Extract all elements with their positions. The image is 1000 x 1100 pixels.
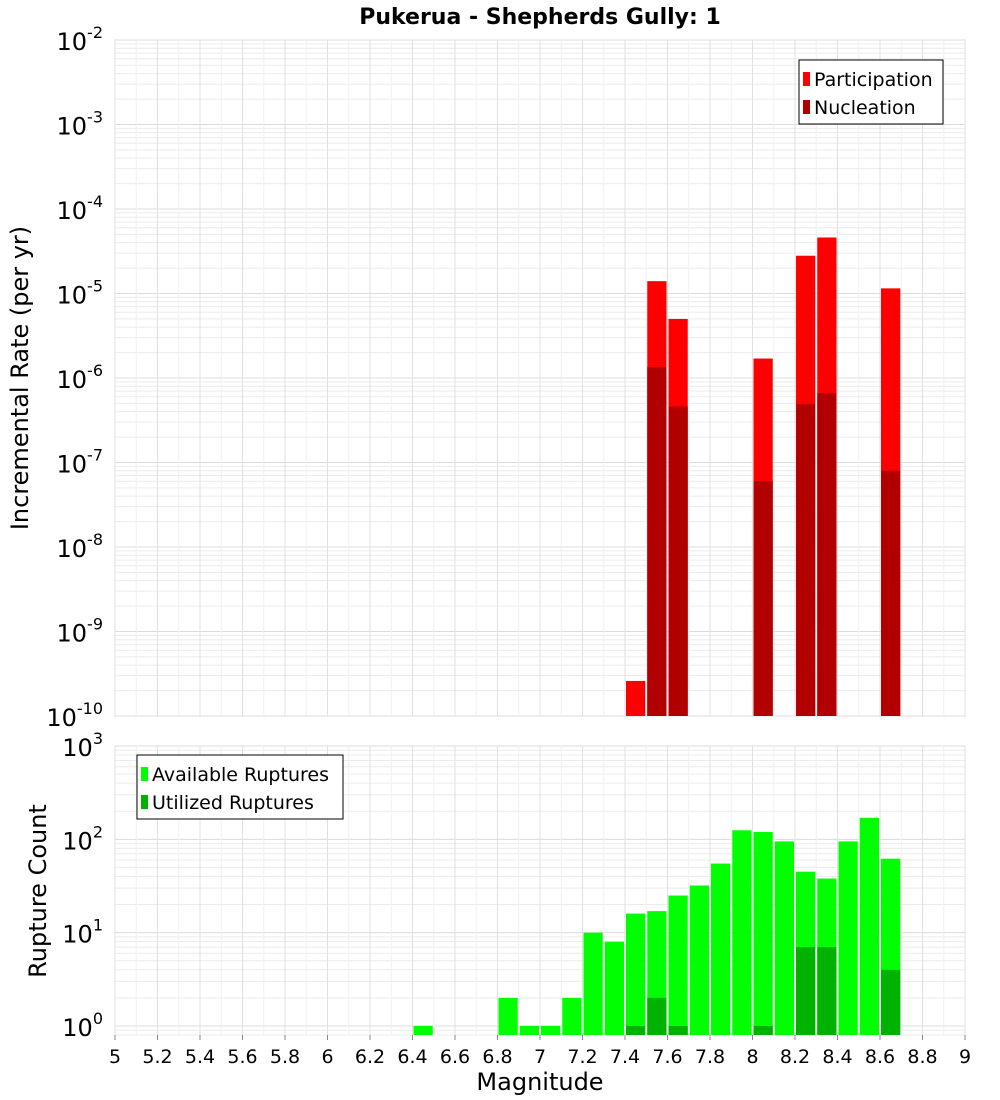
x-tick-label: 8.8 [907, 1046, 937, 1068]
top-series-1 [647, 366, 901, 716]
x-tick-label: 6.4 [397, 1046, 427, 1068]
bottom-series-1 [626, 947, 901, 1035]
bottom-y-axis-label: Rupture Count [24, 804, 52, 978]
bottom-legend: Available Ruptures Utilized Ruptures [136, 754, 344, 820]
x-tick-label: 8.4 [822, 1046, 852, 1068]
top-y-tick-label: 10-8 [57, 530, 104, 563]
top-y-tick-label: 10-2 [57, 23, 104, 56]
x-tick-label: 6.6 [440, 1046, 470, 1068]
bottom-bar-utilized-ruptures [881, 969, 901, 1035]
top-y-tick-label: 10-10 [46, 699, 103, 732]
bottom-bar-available-ruptures [541, 1025, 561, 1035]
bottom-bar-available-ruptures [626, 913, 646, 1035]
top-y-tick-label: 10-4 [57, 192, 104, 225]
x-tick-label: 7.6 [652, 1046, 682, 1068]
top-y-tick-label: 10-7 [57, 446, 104, 479]
bottom-bar-utilized-ruptures [817, 947, 837, 1035]
x-tick-label: 7.2 [567, 1046, 597, 1068]
bottom-bar-available-ruptures [604, 941, 624, 1035]
x-tick-label: 7.8 [695, 1046, 725, 1068]
bottom-y-tick-label: 102 [62, 822, 103, 855]
bottom-bar-utilized-ruptures [753, 1025, 773, 1035]
top-gridlines [114, 39, 966, 717]
x-tick-label: 8.2 [780, 1046, 810, 1068]
top-legend-label: Participation [814, 69, 933, 91]
bottom-bar-available-ruptures [668, 895, 688, 1035]
top-y-axis-label: Incremental Rate (per yr) [6, 226, 34, 530]
x-tick-label: 6.8 [482, 1046, 512, 1068]
top-legend-swatch [803, 72, 810, 86]
top-bar-nucleation [817, 393, 837, 716]
bottom-bar-available-ruptures [498, 997, 518, 1035]
top-legend-box [798, 59, 944, 125]
top-y-tick-label: 10-5 [57, 277, 104, 310]
bottom-legend-swatch [141, 767, 148, 781]
chart-title: Pukerua - Shepherds Gully: 1 [359, 5, 721, 30]
x-tick-label: 5.8 [270, 1046, 300, 1068]
bottom-legend-label: Utilized Ruptures [152, 792, 314, 814]
x-axis-label: Magnitude [476, 1068, 603, 1096]
x-tick-label: 7 [534, 1046, 546, 1068]
bottom-bar-available-ruptures [774, 841, 794, 1035]
top-bar-nucleation [668, 406, 688, 716]
x-tick-label: 5.2 [142, 1046, 172, 1068]
bottom-bar-available-ruptures [838, 841, 858, 1035]
x-ticks: 5 5.2 5.4 5.6 5.8 6 6.2 6.4 6.6 6.8 7 7.2 7.4 7.6 7.8 8… [109, 1035, 971, 1068]
bottom-bar-utilized-ruptures [647, 997, 667, 1035]
bottom-bar-available-ruptures [562, 997, 582, 1035]
bottom-bar-available-ruptures [689, 885, 709, 1035]
x-tick-label: 5.6 [227, 1046, 257, 1068]
x-tick-label: 7.4 [610, 1046, 640, 1068]
top-bar-nucleation [796, 404, 816, 716]
x-tick-label: 8.6 [865, 1046, 895, 1068]
top-legend: Participation Nucleation [798, 59, 944, 125]
bottom-bar-available-ruptures [859, 817, 879, 1035]
bottom-bar-available-ruptures [753, 831, 773, 1035]
x-tick-label: 6 [321, 1046, 333, 1068]
top-y-tick-label: 10-9 [57, 615, 104, 648]
bottom-legend-swatch [141, 795, 148, 809]
bottom-bar-available-ruptures [732, 830, 752, 1035]
top-y-ticks: 10-10 10-9 10-8 10-7 10-6 10-5 10-4 10-3 10-2 [46, 23, 103, 732]
top-bar-participation [626, 680, 646, 716]
bottom-bar-available-ruptures [519, 1025, 539, 1035]
x-tick-label: 5.4 [185, 1046, 215, 1068]
bottom-y-tick-label: 101 [62, 916, 103, 949]
x-tick-label: 5 [109, 1046, 121, 1068]
bottom-bar-available-ruptures [711, 863, 731, 1035]
top-legend-swatch [803, 100, 810, 114]
x-tick-label: 8 [746, 1046, 758, 1068]
top-y-tick-label: 10-6 [57, 361, 104, 394]
bottom-legend-label: Available Ruptures [152, 764, 329, 786]
bottom-bar-utilized-ruptures [668, 1025, 688, 1035]
bottom-y-tick-label: 100 [62, 1009, 103, 1042]
top-bar-nucleation [647, 366, 667, 716]
top-bar-nucleation [881, 470, 901, 716]
bottom-y-tick-label: 103 [62, 729, 103, 762]
bottom-bar-utilized-ruptures [626, 1025, 646, 1035]
top-plot-rate: 10-10 10-9 10-8 10-7 10-6 10-5 10-4 10-3 10-2 Par… [46, 23, 966, 732]
top-bar-nucleation [753, 481, 773, 716]
bottom-legend-box [136, 754, 344, 820]
bottom-bar-available-ruptures [583, 932, 603, 1035]
x-tick-label: 9 [959, 1046, 971, 1068]
x-tick-label: 6.2 [355, 1046, 385, 1068]
bottom-y-ticks: 100 101 102 103 [62, 729, 103, 1042]
top-y-tick-label: 10-3 [57, 108, 104, 141]
bottom-bar-available-ruptures [413, 1025, 433, 1035]
bottom-bar-utilized-ruptures [796, 947, 816, 1035]
top-legend-label: Nucleation [814, 97, 916, 119]
